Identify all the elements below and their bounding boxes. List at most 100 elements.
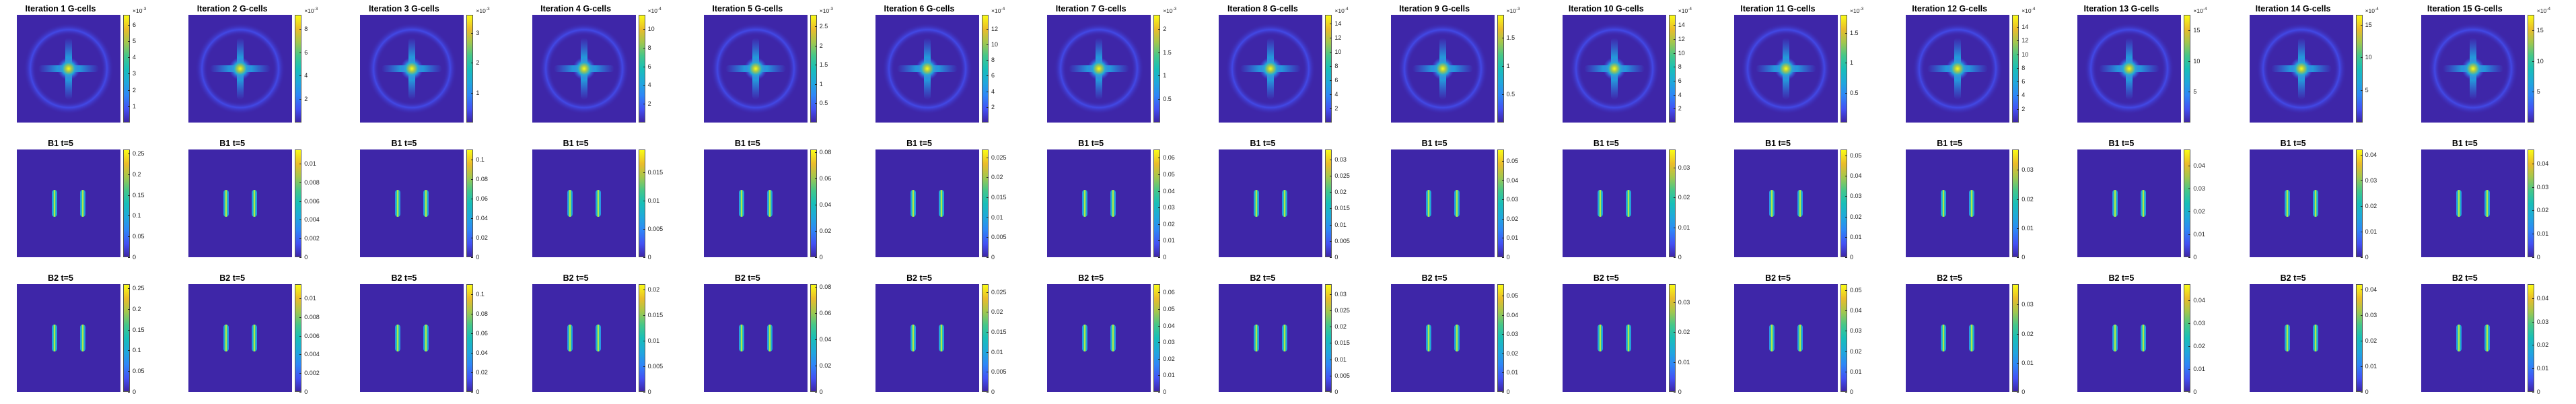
colorbar-tickmark (299, 201, 302, 202)
colorbar-tick-label: 0.025 (1334, 306, 1350, 314)
colorbar-tick-label: 3 (476, 29, 480, 36)
b1-panel: B1 t=5 0 0.02 0.04 0.06 0.08 (687, 135, 863, 269)
colorbar-tickmark (1330, 51, 1332, 53)
colorbar-tick-label: 0.15 (133, 191, 145, 199)
colorbar-tickmark (814, 257, 817, 258)
colorbar-tickmark (2532, 61, 2534, 62)
panel-image (1562, 15, 1666, 123)
colorbar-tick-label: 4 (991, 88, 995, 95)
colorbar-tick-label: 1.5 (1506, 34, 1515, 41)
colorbar (1153, 149, 1161, 257)
colorbar-tick-label: 0.02 (2193, 342, 2205, 349)
colorbar-tick-label: 1 (1506, 62, 1510, 69)
gcells-heatmap (703, 15, 808, 123)
colorbar-tick-label: 8 (1678, 63, 1682, 71)
b2-panel: B2 t=5 0 0.01 0.02 0.03 (1889, 269, 2065, 404)
colorbar-tickmark (471, 352, 474, 354)
colorbar-tick-label: 0.02 (2022, 330, 2034, 337)
colorbar-tickmark (1673, 53, 1676, 54)
panel-image (1562, 149, 1666, 257)
colorbar-tickmark (987, 197, 989, 199)
colorbar-tick-label: 10 (1334, 48, 1342, 55)
colorbar-tick-label: 8 (304, 25, 308, 32)
colorbar-tick-label: 0.03 (2022, 166, 2034, 174)
colorbar-tickmark (1158, 308, 1161, 310)
colorbar-tick-label: 0.04 (2365, 151, 2377, 158)
colorbar (982, 284, 989, 392)
colorbar-tickmark (299, 354, 302, 356)
colorbar-tickmark (2017, 108, 2019, 110)
colorbar-tickmark (1673, 332, 1676, 333)
colorbar-tickmark (987, 392, 989, 393)
panel-image (1390, 149, 1495, 257)
gcells-panel: Iteration 6 G-cells ×10-4 2 4 6 8 10 12 (859, 0, 1035, 135)
gcells-panel: Iteration 15 G-cells ×10-4 5 10 15 (2404, 0, 2576, 135)
colorbar-tickmark (987, 44, 989, 46)
colorbar-tickmark (128, 73, 130, 75)
colorbar-tick-label: 14 (1334, 20, 1342, 27)
colorbar-tick-label: 1.5 (1850, 29, 1859, 36)
colorbar (982, 149, 989, 257)
b2-heatmap (188, 284, 293, 392)
colorbar-tickmark (1158, 240, 1161, 242)
colorbar-tickmark (1158, 392, 1161, 393)
panel-image (875, 149, 979, 257)
colorbar-tickmark (1158, 28, 1161, 30)
colorbar-tick-label: 0.05 (1850, 152, 1862, 160)
panel-image (532, 15, 636, 123)
colorbar (2355, 15, 2363, 123)
colorbar-tick-label: 0 (304, 254, 308, 261)
colorbar-tickmark (987, 332, 989, 333)
colorbar-exponent-power: -3 (1516, 7, 1520, 11)
b2-panel: B2 t=5 0 0.01 0.02 0.03 (1546, 269, 1722, 404)
gcells-panel: Iteration 11 G-cells ×10-3 0.5 1 1.5 (1717, 0, 1894, 135)
colorbar-tick-label: 0.02 (476, 368, 488, 376)
colorbar-tick-label: 0.015 (1334, 339, 1350, 347)
b2-panel: B2 t=5 0 0.005 0.01 0.015 0.02 0.025 0.03 (1202, 269, 1378, 404)
colorbar (1840, 284, 1847, 392)
colorbar-tickmark (2188, 392, 2191, 393)
colorbar (123, 149, 130, 257)
colorbar-exponent-power: -4 (657, 7, 661, 11)
colorbar-exponent-base: ×10 (1163, 7, 1173, 14)
colorbar-tick-label: 6 (304, 48, 308, 56)
colorbar-tick-label: 2 (1163, 25, 1167, 32)
colorbar-tick-label: 0.02 (2193, 207, 2205, 215)
colorbar-tickmark (1330, 294, 1332, 295)
colorbar-tickmark (1158, 207, 1161, 209)
colorbar-tick-label: 0 (2365, 254, 2369, 261)
panel-image (1734, 15, 1838, 123)
colorbar-tickmark (128, 257, 130, 258)
colorbar-tick-label: 0.04 (476, 214, 488, 222)
panel-title: B1 t=5 (1765, 139, 1791, 148)
colorbar-tickmark (2188, 61, 2191, 62)
gcells-panel: Iteration 9 G-cells ×10-3 0.5 1 1.5 (1374, 0, 1550, 135)
b2-panel: B2 t=5 0 0.005 0.01 0.015 0.02 (515, 269, 692, 404)
panel-title: B2 t=5 (1765, 273, 1791, 283)
colorbar-tickmark (2532, 321, 2534, 323)
colorbar-tick-label: 2 (476, 59, 480, 67)
gcells-panel: Iteration 5 G-cells ×10-3 0.5 1 1.5 2 2.5 (687, 0, 863, 135)
colorbar-tickmark (471, 32, 474, 34)
colorbar-tickmark (643, 28, 645, 30)
colorbar-tickmark (2188, 30, 2191, 31)
colorbar-tickmark (643, 172, 645, 173)
panel-image (2421, 15, 2525, 123)
panel-title: B2 t=5 (2452, 273, 2478, 283)
colorbar-exponent: ×10-3 (1163, 7, 1176, 14)
panel-title: B2 t=5 (2280, 273, 2306, 283)
gcells-panel: Iteration 2 G-cells ×10-3 2 4 6 8 (172, 0, 348, 135)
colorbar-tick-label: 0.03 (1506, 196, 1519, 203)
colorbar-tickmark (471, 333, 474, 334)
colorbar-tick-label: 0.015 (991, 329, 1007, 336)
colorbar-tick-label: 12 (2022, 37, 2029, 44)
colorbar-tickmark (1501, 257, 1504, 258)
colorbar-exponent-power: -4 (2375, 7, 2379, 11)
colorbar-tickmark (2017, 40, 2019, 42)
colorbar-tickmark (128, 236, 130, 238)
colorbar-exponent: ×10-3 (304, 7, 318, 14)
b2-panel: B2 t=5 0 0.02 0.04 0.06 0.08 (687, 269, 863, 404)
colorbar-tick-label: 0.01 (2022, 224, 2034, 232)
colorbar-tickmark (471, 294, 474, 295)
